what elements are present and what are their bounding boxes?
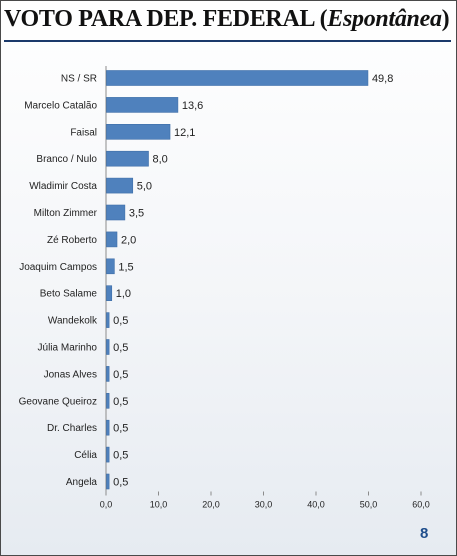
category-label: Marcelo Catalão xyxy=(24,100,97,111)
bar xyxy=(106,204,126,221)
data-label: 0,5 xyxy=(113,423,128,435)
bar xyxy=(106,231,118,248)
data-label: 0,5 xyxy=(113,315,128,327)
x-tick-label: 30,0 xyxy=(255,500,273,510)
x-tick-label: 50,0 xyxy=(360,500,378,510)
category-label: Wandekolk xyxy=(48,316,98,327)
bar xyxy=(106,124,171,140)
data-label: 5,0 xyxy=(137,181,152,193)
category-label: Zé Roberto xyxy=(47,235,97,246)
category-label: Branco / Nulo xyxy=(36,154,97,165)
x-tick-label: 20,0 xyxy=(202,500,220,510)
category-label: Geovane Queiroz xyxy=(19,396,97,407)
x-tick-label: 40,0 xyxy=(307,500,325,510)
data-label: 13,6 xyxy=(182,100,203,112)
bar xyxy=(106,473,110,490)
x-tick-label: 0,0 xyxy=(100,500,113,510)
data-label: 49,8 xyxy=(372,73,393,85)
data-label: 0,5 xyxy=(113,396,128,408)
bar xyxy=(106,392,110,409)
bars: NS / SR 49,8 Marcelo Catalão 13,6 Faisal 12,1… xyxy=(19,70,393,490)
data-label: 0,5 xyxy=(113,342,128,354)
page-number: 8 xyxy=(420,525,429,542)
title-underline xyxy=(4,40,451,42)
x-axis: 0,0 10,0 20,0 30,0 40,0 50,0 60,0 xyxy=(100,66,430,510)
data-label: 0,5 xyxy=(113,450,128,462)
data-label: 3,5 xyxy=(129,208,144,220)
data-label: 0,5 xyxy=(113,477,128,489)
category-label: NS / SR xyxy=(61,74,97,85)
bar xyxy=(106,419,110,436)
category-label: Angela xyxy=(66,477,98,488)
x-tick-label: 10,0 xyxy=(150,500,168,510)
data-label: 1,5 xyxy=(118,261,133,273)
category-label: Wladimir Costa xyxy=(29,181,97,192)
data-label: 1,0 xyxy=(116,288,131,300)
category-label: Milton Zimmer xyxy=(34,208,98,219)
bar xyxy=(106,446,110,463)
bar xyxy=(106,312,110,328)
bar xyxy=(106,366,110,382)
bar xyxy=(106,177,134,194)
bar xyxy=(106,70,369,86)
bar xyxy=(106,339,110,355)
title-open-paren: ( xyxy=(319,6,328,32)
category-label: Júlia Marinho xyxy=(38,343,98,354)
title-main: VOTO PARA DEP. FEDERAL xyxy=(4,6,320,32)
bar xyxy=(106,285,113,302)
data-label: 8,0 xyxy=(153,154,168,166)
category-label: Faisal xyxy=(70,127,97,138)
title-close-paren: ) xyxy=(441,6,450,32)
category-label: Célia xyxy=(74,450,97,461)
category-label: Joaquim Campos xyxy=(19,262,97,273)
category-label: Beto Salame xyxy=(40,289,98,300)
bar xyxy=(106,150,149,167)
page-title: VOTO PARA DEP. FEDERAL (Espontânea) xyxy=(4,6,450,33)
title-italic: Espontânea xyxy=(327,6,442,32)
category-label: Dr. Charles xyxy=(47,423,97,434)
data-label: 12,1 xyxy=(174,127,195,139)
category-label: Jonas Alves xyxy=(44,369,97,380)
x-tick-label: 60,0 xyxy=(412,500,430,510)
bar xyxy=(106,97,179,113)
data-label: 0,5 xyxy=(113,369,128,381)
data-label: 2,0 xyxy=(121,234,136,246)
bar xyxy=(106,258,115,275)
